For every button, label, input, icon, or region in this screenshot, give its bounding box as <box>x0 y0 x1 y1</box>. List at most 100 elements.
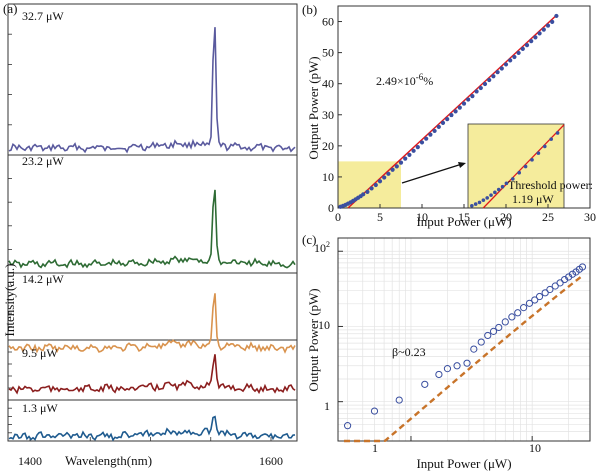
data-point <box>407 152 412 157</box>
inset-threshold-text: Threshold power: <box>508 178 593 192</box>
data-point <box>466 97 471 102</box>
data-point <box>495 323 503 332</box>
panel-b-xtick-label: 30 <box>584 210 596 224</box>
data-point <box>531 296 539 304</box>
inset-point <box>493 190 497 195</box>
panel-b-xtick-label: 10 <box>416 210 428 224</box>
panel-b-ytick-label: 0 <box>328 201 334 215</box>
data-point <box>463 359 471 367</box>
data-point <box>529 39 534 44</box>
panel-c-ytick-100: 102 <box>314 240 330 255</box>
panel-b-ytick-label: 30 <box>322 108 334 122</box>
panel-a-label: (a) <box>3 1 17 16</box>
data-point <box>550 19 555 24</box>
data-point <box>470 345 478 353</box>
inset-point <box>473 202 478 206</box>
panel-c-frame <box>337 237 591 442</box>
series-label-2: 14.2 μW <box>22 272 64 286</box>
data-point <box>514 309 522 317</box>
data-point <box>445 117 450 122</box>
data-point <box>520 304 528 312</box>
panel-a-frame <box>7 3 298 442</box>
panel-b-ytick-label: 40 <box>322 77 334 91</box>
data-point <box>453 109 458 114</box>
spectrum-line-1 <box>8 189 296 269</box>
data-point <box>365 189 370 194</box>
panel-b-annotation: 2.49×10-6% <box>376 72 433 88</box>
inset-point <box>504 181 509 186</box>
panel-b-ytick-label: 10 <box>322 170 334 184</box>
inset-point <box>543 144 547 149</box>
series-label-4: 1.3 μW <box>22 401 58 415</box>
data-point <box>578 263 587 271</box>
data-point <box>470 94 475 99</box>
data-point <box>428 132 433 137</box>
data-point <box>545 23 551 28</box>
panel-a-xlabel: Wavelength(nm) <box>65 453 152 468</box>
data-point <box>477 338 485 346</box>
data-point <box>421 380 429 388</box>
panel-c <box>337 237 591 443</box>
data-point <box>499 66 504 71</box>
data-point <box>551 282 559 290</box>
data-point <box>443 365 452 373</box>
inset-point <box>470 203 474 208</box>
data-point <box>478 85 483 91</box>
panel-c-xtick-10: 10 <box>529 441 541 455</box>
data-point <box>541 289 549 297</box>
data-point <box>474 89 479 94</box>
panel-b-annotation-unit: % <box>423 74 433 88</box>
panel-b: 0 5 10 15 20 25 30 0 10 20 30 40 50 60 <box>322 5 596 224</box>
inset-point <box>511 177 515 181</box>
data-point <box>394 164 399 169</box>
data-point <box>491 74 496 79</box>
data-point <box>449 112 454 118</box>
zoom-arrow-line <box>401 163 463 184</box>
data-point <box>436 124 441 129</box>
data-point <box>516 50 521 56</box>
data-point <box>508 58 513 63</box>
spectrum-line-3 <box>8 354 296 395</box>
data-point <box>453 362 461 370</box>
panel-b-xlabel: Input Power (μW) <box>416 214 511 229</box>
panel-c-xlabel: Input Power (μW) <box>416 456 511 471</box>
data-point <box>386 171 391 176</box>
panel-c-ytick-100-base: 10 <box>314 241 326 255</box>
data-point <box>541 27 546 32</box>
data-point <box>415 144 420 150</box>
inset-point <box>496 187 501 192</box>
series-label-3: 9.5 μW <box>22 346 58 360</box>
data-point <box>487 77 492 83</box>
panel-b-xtick-label: 5 <box>377 210 383 224</box>
panel-b-xtick-label: 25 <box>542 210 554 224</box>
data-point <box>484 331 492 340</box>
data-point <box>435 370 443 379</box>
panel-b-xtick-label: 15 <box>458 210 470 224</box>
panel-a-xtick-1600: 1600 <box>259 454 283 468</box>
data-point <box>370 407 379 415</box>
data-point <box>361 192 366 197</box>
data-point <box>411 148 416 153</box>
panel-b-ytick-label: 20 <box>322 139 334 153</box>
panel-b-annotation-exp: -6 <box>416 72 424 82</box>
data-point <box>537 31 542 36</box>
spectrum-line-2 <box>8 293 296 354</box>
inset-frame <box>467 123 565 209</box>
panel-b-label: (b) <box>302 2 317 17</box>
data-point <box>554 13 559 19</box>
inset-point <box>517 170 521 175</box>
data-point <box>495 70 500 75</box>
data-point <box>440 120 446 125</box>
data-point <box>535 292 544 301</box>
data-point <box>398 160 404 165</box>
inset-point <box>536 151 541 155</box>
data-point <box>403 156 408 161</box>
data-point <box>501 318 509 326</box>
data-point <box>489 327 498 335</box>
data-point <box>546 285 554 294</box>
data-point <box>524 43 530 48</box>
panel-b-ytick-label: 60 <box>322 15 334 29</box>
panel-a: 32.7 μW 23.2 μW 14.2 μW 9.5 μW 1.3 μW <box>7 3 298 442</box>
inset-point <box>477 200 482 205</box>
inset-point <box>523 164 528 169</box>
